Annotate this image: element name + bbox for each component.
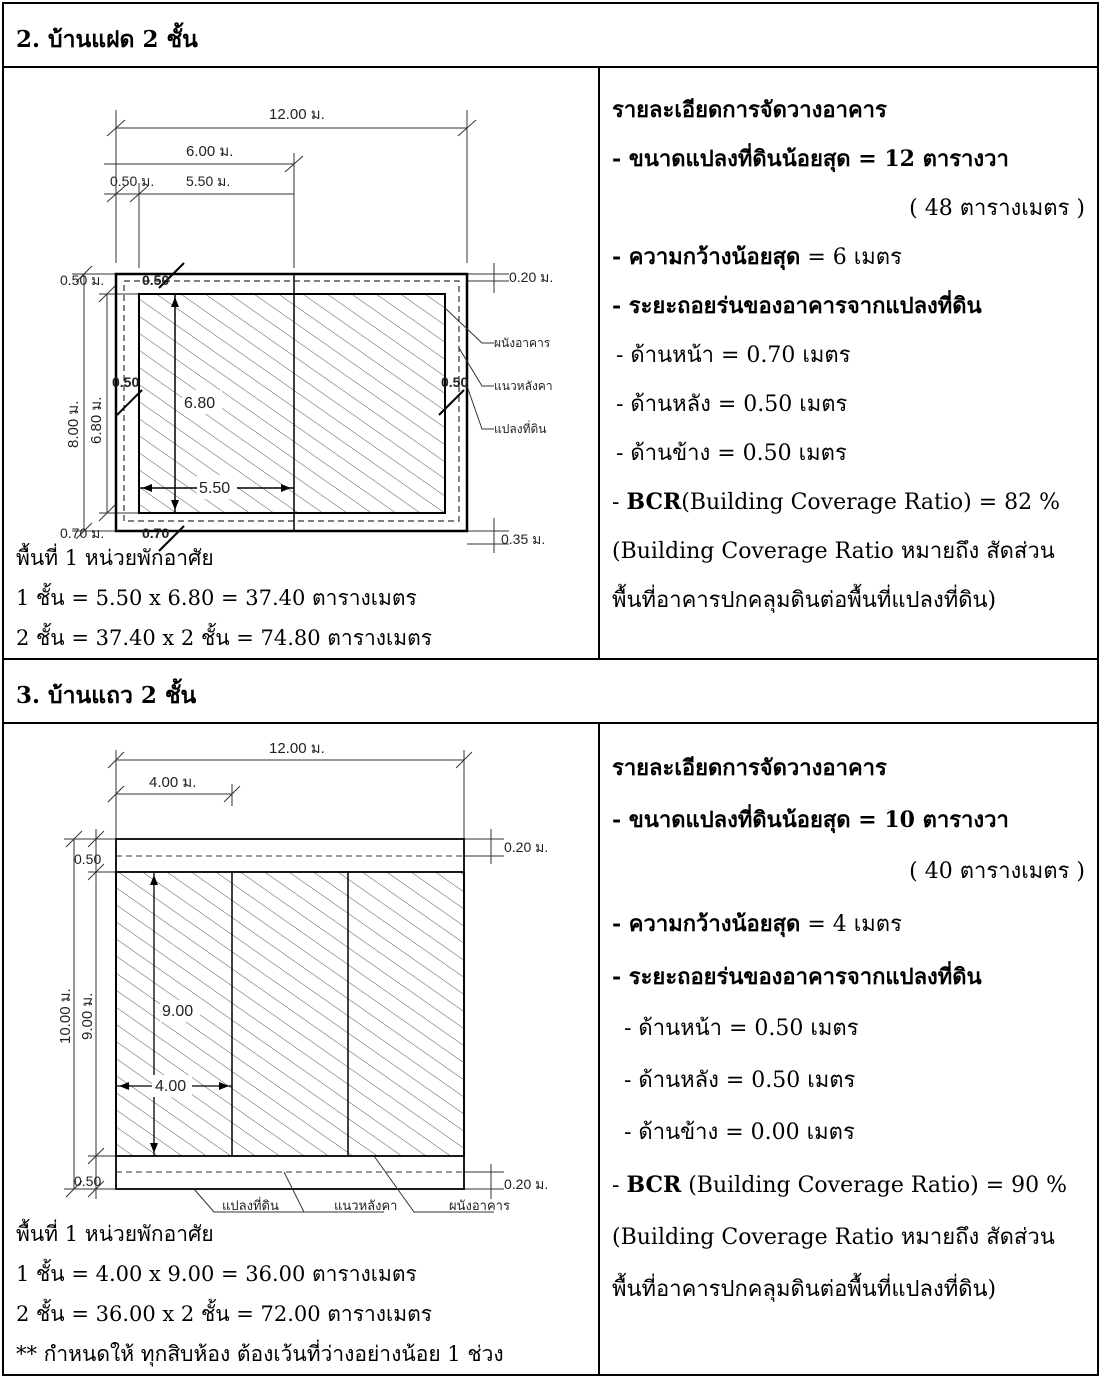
min-width-value: = 4 เมตร — [800, 912, 902, 937]
setback-heading: - ระยะถอยร่นของอาคารจากแปลงที่ดิน — [612, 964, 982, 990]
bcr-prefix: - — [612, 490, 627, 515]
min-plot-sqm: ( 48 ตารางเมตร ) — [909, 196, 1085, 221]
dim-depth-total: 8.00 ม. — [65, 401, 82, 448]
min-width-value: = 6 เมตร — [800, 245, 902, 270]
bcr-row: - BCR (Building Coverage Ratio) = 90 % — [612, 1159, 1089, 1212]
bcr-label: BCR — [626, 1172, 682, 1198]
setback-side: - ด้านข้าง = 0.50 เมตร — [616, 441, 847, 466]
section2-site-plan: 12.00 ม. 6.00 ม. 0.50 ม. 5.50 ม. 0.50 ม.… — [60, 106, 553, 553]
section3-site-plan: 12.00 ม. 4.00 ม. 0.50 0.20 ม. 10.00 ม. 9… — [57, 740, 548, 1213]
label-roof-line: แนวหลังคา — [494, 379, 553, 393]
section3-details: รายละเอียดการจัดวางอาคาร - ขนาดแปลงที่ดิ… — [612, 742, 1089, 1316]
label-plot: แปลงที่ดิน — [494, 420, 546, 436]
min-width-label: - ความกว้างน้อยสุด — [612, 911, 801, 937]
bcr-note-line1: (Building Coverage Ratio หมายถึง สัดส่วน — [612, 539, 1055, 564]
min-width-row: - ความกว้างน้อยสุด = 6 เมตร — [612, 233, 1089, 282]
bcr-note-line2: พื้นที่อาคารปกคลุมดินต่อพื้นที่แปลงที่ดิ… — [612, 588, 997, 613]
details-heading: รายละเอียดการจัดวางอาคาร — [612, 755, 887, 781]
area-floor2: 2 ชั้น = 36.00 x 2 ชั้น = 72.00 ตารางเมต… — [16, 1302, 432, 1326]
section2-details-cell: รายละเอียดการจัดวางอาคาร - ขนาดแปลงที่ดิ… — [598, 66, 1099, 660]
dim-unit-width: 4.00 ม. — [149, 774, 196, 791]
setback-front: - ด้านหน้า = 0.50 เมตร — [624, 1016, 859, 1041]
dim-inner-depth: 6.80 — [184, 395, 215, 412]
section2-title: 2. บ้านแฝด 2 ชั้น — [16, 26, 198, 53]
area-heading: พื้นที่ 1 หน่วยพักอาศัย — [16, 1222, 214, 1246]
setback-back: - ด้านหลัง = 0.50 เมตร — [624, 1068, 856, 1093]
bcr-prefix: - — [612, 1173, 627, 1198]
area-floor1: 1 ชั้น = 5.50 x 6.80 = 37.40 ตารางเมตร — [16, 586, 417, 610]
label-wall: ผนังอาคาร — [449, 1198, 510, 1213]
min-plot-sqm: ( 40 ตารางเมตร ) — [909, 859, 1085, 884]
dim-roof-top: 0.20 ม. — [509, 269, 553, 285]
section2-drawing-cell: 12.00 ม. 6.00 ม. 0.50 ม. 5.50 ม. 0.50 ม.… — [2, 66, 600, 660]
dim-depth-building: 9.00 ม. — [79, 993, 96, 1040]
bcr-note-line2: พื้นที่อาคารปกคลุมดินต่อพื้นที่แปลงที่ดิ… — [612, 1277, 997, 1302]
dim-inner-width: 5.50 ม. — [186, 173, 230, 189]
dim-side-left: 0.50 — [112, 374, 139, 390]
dim-depth-total: 10.00 ม. — [57, 988, 74, 1044]
dim-side-setback: 0.50 ม. — [110, 173, 154, 189]
details-heading: รายละเอียดการจัดวางอาคาร — [612, 97, 887, 123]
dim-half-width: 6.00 ม. — [186, 143, 233, 160]
bcr-note-line1: (Building Coverage Ratio หมายถึง สัดส่วน — [612, 1225, 1055, 1250]
min-width-label: - ความกว้างน้อยสุด — [612, 244, 801, 270]
area-floor2: 2 ชั้น = 37.40 x 2 ชั้น = 74.80 ตารางเมต… — [16, 626, 432, 650]
dim-roof-bottom: 0.35 ม. — [501, 531, 545, 547]
dim-side-right: 0.50 — [441, 374, 468, 390]
min-plot-size: - ขนาดแปลงที่ดินน้อยสุด = 10 ตารางวา — [612, 807, 1009, 833]
section3-details-cell: รายละเอียดการจัดวางอาคาร - ขนาดแปลงที่ดิ… — [598, 722, 1099, 1376]
section2-header: 2. บ้านแฝด 2 ชั้น — [2, 2, 1099, 68]
setback-back: - ด้านหลัง = 0.50 เมตร — [616, 392, 848, 417]
setback-front: - ด้านหน้า = 0.70 เมตร — [616, 343, 851, 368]
dim-roof-top: 0.20 ม. — [504, 839, 548, 855]
dim-depth-building: 6.80 ม. — [88, 397, 105, 444]
dim-total-width: 12.00 ม. — [269, 740, 325, 757]
area-floor1: 1 ชั้น = 4.00 x 9.00 = 36.00 ตารางเมตร — [16, 1262, 417, 1286]
bcr-row: - BCR(Building Coverage Ratio) = 82 % — [612, 478, 1089, 527]
label-plot: แปลงที่ดิน — [222, 1197, 279, 1213]
section3-header: 3. บ้านแถว 2 ชั้น — [2, 658, 1099, 724]
bcr-value: (Building Coverage Ratio) = 82 % — [681, 490, 1061, 515]
section2-area-text: พื้นที่ 1 หน่วยพักอาศัย 1 ชั้น = 5.50 x … — [16, 538, 432, 658]
dim-front-inner: 0.70 — [142, 525, 169, 541]
dim-back-inner: 0.50 — [142, 272, 169, 288]
dim-roof-bottom: 0.20 ม. — [504, 1176, 548, 1192]
dim-back-setback: 0.50 ม. — [60, 272, 104, 288]
min-plot-size: - ขนาดแปลงที่ดินน้อยสุด = 12 ตารางวา — [612, 146, 1009, 172]
section2-details: รายละเอียดการจัดวางอาคาร - ขนาดแปลงที่ดิ… — [612, 86, 1089, 625]
dim-back-setback: 0.50 — [74, 851, 101, 867]
area-heading: พื้นที่ 1 หน่วยพักอาศัย — [16, 546, 214, 570]
dim-total-width: 12.00 ม. — [269, 106, 325, 123]
bcr-value: (Building Coverage Ratio) = 90 % — [681, 1173, 1068, 1198]
dim-front-setback: 0.50 — [74, 1173, 101, 1189]
label-wall: ผนังอาคาร — [494, 336, 551, 350]
section3-drawing-cell: 12.00 ม. 4.00 ม. 0.50 0.20 ม. 10.00 ม. 9… — [2, 722, 600, 1376]
section3-area-text: พื้นที่ 1 หน่วยพักอาศัย 1 ชั้น = 4.00 x … — [16, 1214, 504, 1374]
dim-inner-width-label: 5.50 — [199, 480, 230, 497]
section3-title: 3. บ้านแถว 2 ชั้น — [16, 682, 197, 709]
area-note: ** กำหนดให้ ทุกสิบห้อง ต้องเว้นที่ว่างอย… — [16, 1342, 504, 1366]
setback-side: - ด้านข้าง = 0.00 เมตร — [624, 1120, 855, 1145]
bcr-label: BCR — [626, 489, 682, 515]
dim-inner-width: 4.00 — [155, 1078, 186, 1095]
min-width-row: - ความกว้างน้อยสุด = 4 เมตร — [612, 898, 1089, 951]
setback-heading: - ระยะถอยร่นของอาคารจากแปลงที่ดิน — [612, 293, 982, 319]
dim-inner-depth: 9.00 — [162, 1003, 193, 1020]
dim-front-setback: 0.70 ม. — [60, 525, 104, 541]
label-roof-line: แนวหลังคา — [334, 1198, 397, 1213]
